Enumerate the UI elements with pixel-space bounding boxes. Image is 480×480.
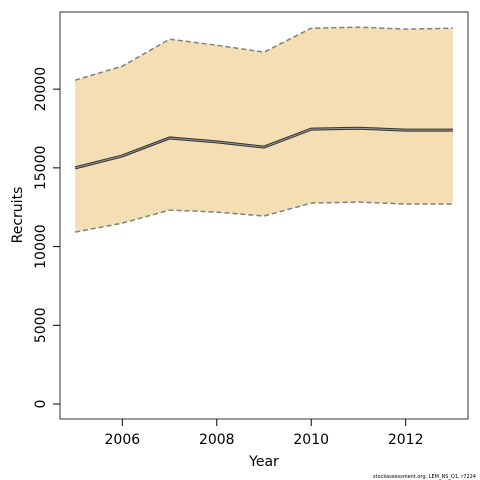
x-tick-label: 2012 bbox=[388, 432, 424, 448]
y-tick-label: 15000 bbox=[33, 146, 49, 191]
y-tick-label: 5000 bbox=[33, 307, 49, 343]
y-tick-label: 0 bbox=[33, 400, 49, 409]
y-axis-label: Recruits bbox=[10, 187, 26, 244]
confidence-band bbox=[75, 27, 453, 233]
x-tick-label: 2010 bbox=[293, 432, 329, 448]
y-tick-label: 10000 bbox=[33, 224, 49, 269]
x-tick-label: 2008 bbox=[199, 432, 235, 448]
footer-note: stockassessment.org, LEM_NS_Q1, r7224 bbox=[373, 474, 476, 480]
lower-bound bbox=[74, 201, 453, 233]
x-tick-label: 2006 bbox=[105, 432, 141, 448]
y-tick-label: 20000 bbox=[33, 67, 49, 112]
estimate-line-inner bbox=[74, 127, 453, 169]
upper-bound bbox=[74, 26, 453, 81]
plot-frame bbox=[59, 11, 469, 420]
x-axis-label: Year bbox=[248, 454, 279, 470]
